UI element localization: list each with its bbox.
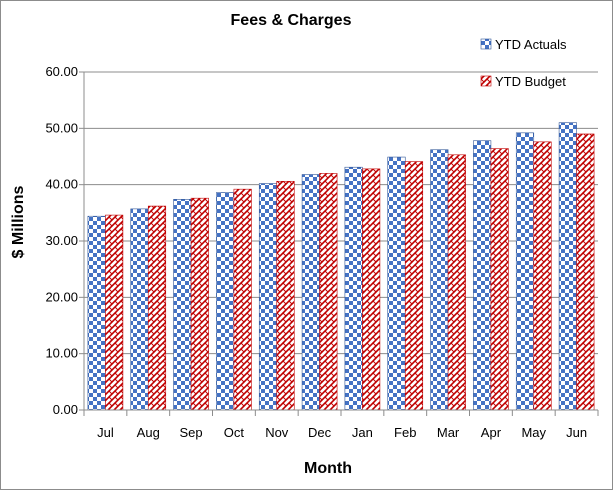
bar-ytd-actuals	[430, 149, 449, 411]
x-tick-label: Sep	[180, 425, 203, 440]
bar-ytd-budget	[404, 161, 424, 411]
y-tick-label: 60.00	[45, 64, 78, 79]
x-tick-label: Nov	[265, 425, 289, 440]
bar-ytd-actuals	[558, 122, 577, 411]
bar-ytd-actuals	[515, 132, 535, 411]
y-tick-label: 40.00	[45, 177, 78, 192]
bar-ytd-budget	[190, 197, 209, 411]
bar-ytd-actuals	[344, 166, 363, 411]
bar-ytd-budget	[447, 154, 466, 411]
bar-ytd-actuals	[258, 183, 278, 411]
bar-ytd-budget	[362, 168, 381, 411]
y-axis-label: $ Millions	[10, 185, 27, 258]
bar-ytd-actuals	[216, 192, 235, 411]
bar-ytd-actuals	[301, 174, 320, 411]
x-tick-label: Apr	[481, 425, 502, 440]
x-tick-label: Feb	[394, 425, 416, 440]
bar-ytd-budget	[276, 180, 295, 411]
gridlines	[84, 71, 598, 355]
bar-ytd-actuals	[87, 215, 106, 411]
bar-ytd-budget	[319, 173, 338, 411]
bar-ytd-actuals	[387, 156, 406, 411]
x-tick-label: Jul	[97, 425, 114, 440]
x-tick-label: May	[521, 425, 546, 440]
bar-ytd-actuals	[173, 199, 192, 411]
chart-title: Fees & Charges	[231, 12, 352, 29]
x-tick-label: Jan	[352, 425, 373, 440]
x-axis-label: Month	[304, 460, 352, 477]
x-tick-label: Dec	[308, 425, 332, 440]
bar-ytd-budget	[233, 188, 252, 411]
legend-label-ytd-actuals: YTD Actuals	[495, 37, 567, 52]
y-tick-label: 30.00	[45, 233, 78, 248]
legend-label-ytd-budget: YTD Budget	[495, 74, 566, 89]
bar-ytd-budget	[105, 214, 124, 411]
tick-labels: 0.00 10.00 20.00 30.00 40.00 50.00 60.00 Jul Aug…	[45, 64, 599, 440]
x-tick-label: Jun	[566, 425, 587, 440]
y-tick-label: 20.00	[45, 289, 78, 304]
bar-ytd-actuals	[473, 140, 492, 411]
bar-ytd-budget	[490, 148, 509, 411]
x-tick-label: Oct	[224, 425, 245, 440]
y-tick-label: 50.00	[45, 120, 78, 135]
bar-ytd-actuals	[130, 208, 149, 411]
y-tick-label: 0.00	[53, 402, 78, 417]
x-tick-label: Mar	[437, 425, 460, 440]
legend-swatch-ytd-actuals	[480, 38, 492, 50]
y-tick-label: 10.00	[45, 346, 78, 361]
x-tick-label: Aug	[137, 425, 160, 440]
legend: YTD Actuals YTD Budget	[480, 37, 567, 89]
bar-ytd-budget	[576, 133, 595, 411]
bar-ytd-budget	[147, 205, 167, 411]
bar-ytd-budget	[533, 141, 552, 411]
bars	[87, 122, 595, 411]
legend-swatch-ytd-budget	[480, 75, 492, 87]
